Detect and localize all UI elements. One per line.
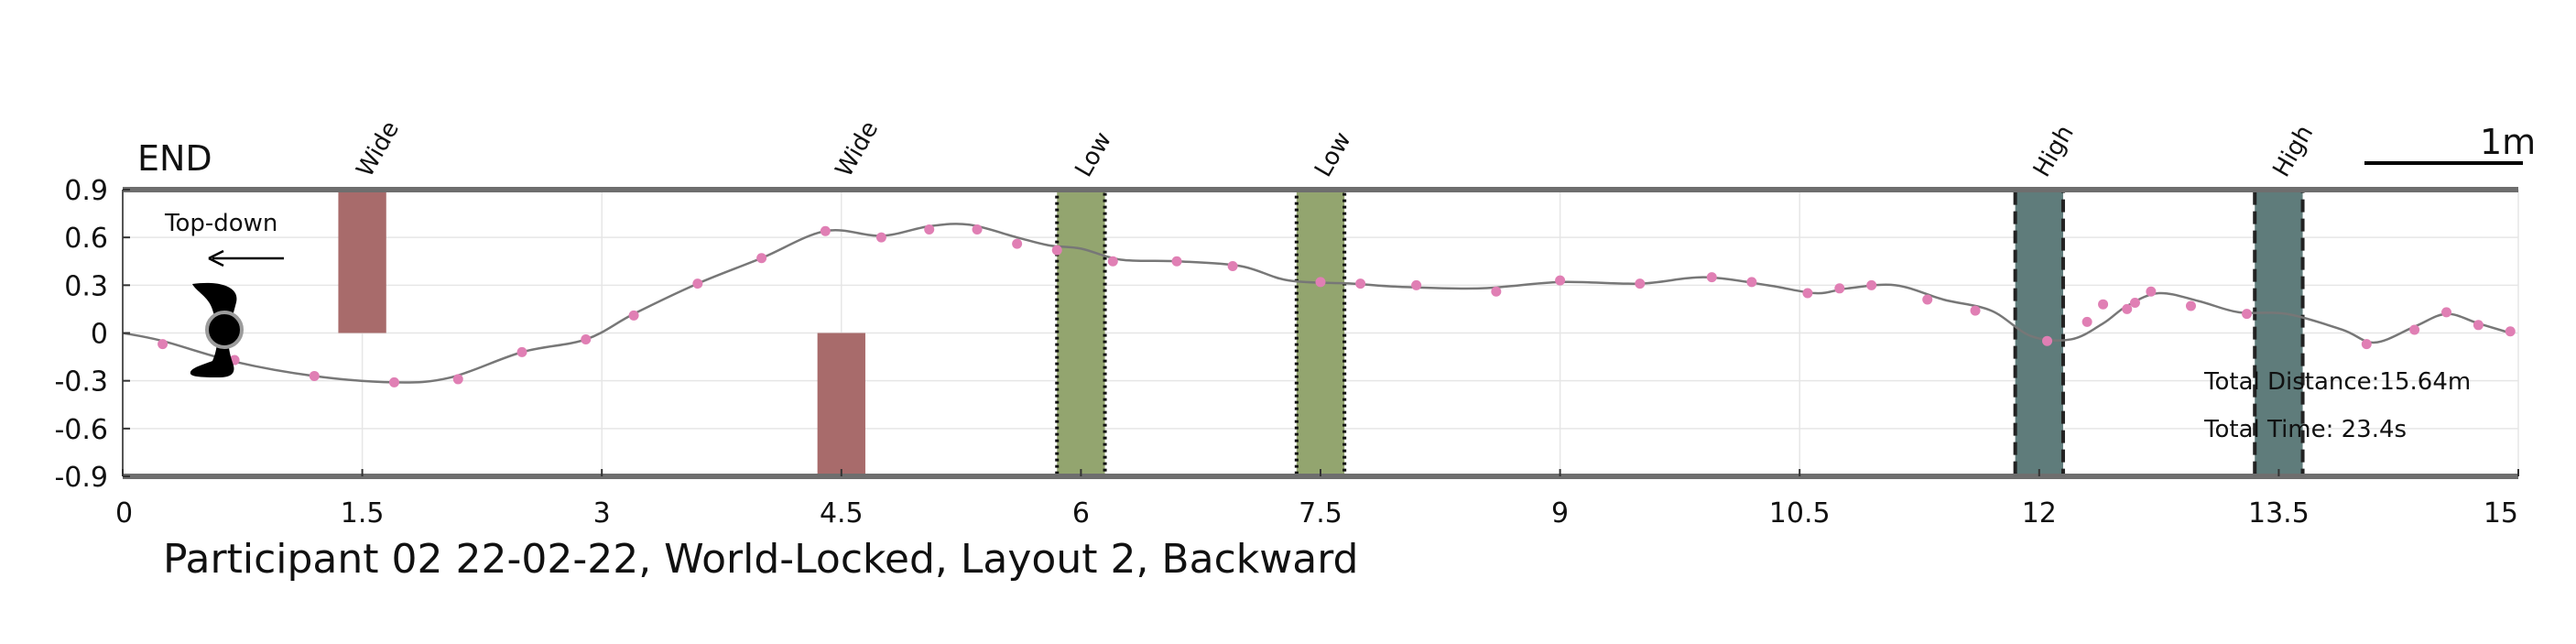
path-marker: [1555, 275, 1566, 286]
top-down-label: Top-down: [164, 210, 277, 237]
path-marker: [388, 377, 399, 387]
x-tick-label: 12: [2022, 497, 2057, 529]
obstacle-labels: Wide Wide Low Low High High: [352, 116, 2320, 181]
x-tick-label: 6: [1072, 497, 1090, 529]
top-down-indicator: Top-down: [164, 210, 284, 377]
path-line: [122, 223, 2511, 384]
obstacle-low: [1055, 188, 1107, 478]
path-marker: [2505, 326, 2516, 337]
y-tick-label: 0: [91, 319, 108, 351]
path-marker: [309, 370, 320, 381]
x-tick-label: 13.5: [2248, 497, 2310, 529]
path-marker: [1834, 283, 1845, 294]
path-marker: [924, 224, 935, 235]
path-marker: [1315, 277, 1326, 288]
obstacle-wide: [817, 333, 865, 476]
path-marker: [756, 253, 767, 264]
path-marker: [516, 346, 527, 357]
path-marker: [1706, 272, 1717, 283]
y-tick-label: -0.6: [54, 414, 108, 446]
path-marker: [1802, 288, 1813, 299]
x-tick-label: 4.5: [820, 497, 864, 529]
obstacle-high: [2253, 188, 2305, 478]
y-tick-label: -0.3: [54, 366, 108, 398]
path-marker: [2473, 320, 2484, 331]
x-tick-label: 3: [593, 497, 611, 529]
scale-bar: 1m: [2364, 122, 2536, 165]
path-marker: [2409, 324, 2420, 335]
path-marker: [1171, 256, 1182, 267]
obstacle-label-low: Low: [1070, 127, 1117, 181]
path-marker: [452, 374, 463, 385]
direction-arrow-head: [208, 249, 224, 267]
obstacle-label-wide: Wide: [352, 116, 405, 181]
obstacle-high: [2013, 188, 2065, 478]
path-marker: [2441, 307, 2452, 318]
path-marker: [581, 333, 592, 344]
path-marker: [820, 225, 831, 236]
path-marker: [972, 224, 983, 235]
axes: 0 1.5 3 4.5 6 7.5 9 10.5 12 13.5 15 0.9 0.6 0.3 0 -0.3 -…: [54, 175, 2519, 529]
path-marker: [2129, 297, 2140, 308]
obstacle-label-wide: Wide: [831, 116, 884, 181]
path-marker: [2098, 299, 2109, 310]
path-marker: [1491, 286, 1502, 297]
path-marker: [2042, 335, 2053, 346]
walking-path: [122, 223, 2516, 387]
path-marker: [1635, 278, 1646, 289]
x-tick-label: 7.5: [1299, 497, 1342, 529]
path-marker: [1355, 278, 1366, 289]
path-marker: [1051, 245, 1062, 256]
x-tick-label: 0: [115, 497, 133, 529]
path-marker: [1922, 294, 1933, 305]
path-marker: [1012, 238, 1023, 249]
path-marker: [875, 232, 886, 243]
path-marker: [2185, 300, 2196, 311]
y-tick-label: 0.3: [64, 270, 108, 302]
chart-title: Participant 02 22-02-22, World-Locked, L…: [163, 536, 1358, 583]
path-marker: [1411, 279, 1422, 290]
x-tick-label: 9: [1551, 497, 1569, 529]
y-tick-label: 0.9: [64, 175, 108, 207]
obstacle-low: [1294, 188, 1347, 478]
obstacle-label-high: High: [2028, 121, 2080, 182]
y-tick-label: -0.9: [54, 462, 108, 494]
path-marker: [2361, 339, 2372, 350]
obstacle-label-high: High: [2267, 121, 2319, 182]
x-tick-label: 1.5: [341, 497, 385, 529]
x-tick-label: 10.5: [1769, 497, 1831, 529]
total-time: Total Time: 23.4s: [2203, 416, 2407, 443]
total-distance: Total Distance:15.64m: [2203, 368, 2471, 396]
path-marker: [2146, 286, 2157, 297]
path-marker: [628, 310, 639, 321]
path-marker: [2081, 316, 2092, 327]
walker-head-icon: [205, 311, 244, 349]
obstacles: [338, 188, 2305, 478]
path-marker: [1107, 256, 1118, 267]
path-marker: [1866, 279, 1877, 290]
path-marker: [692, 278, 703, 289]
x-tick-label: 15: [2484, 497, 2518, 529]
obstacle-label-low: Low: [1310, 127, 1357, 181]
path-marker: [2242, 309, 2253, 320]
path-marker: [158, 339, 168, 350]
path-marker: [1746, 277, 1757, 288]
path-marker: [1227, 260, 1238, 271]
obstacle-wide: [338, 190, 386, 333]
walker-body-icon: [190, 282, 237, 377]
end-label: END: [137, 138, 212, 179]
path-marker: [2122, 303, 2133, 314]
path-marker: [1970, 305, 1981, 316]
y-tick-label: 0.6: [64, 223, 108, 255]
scale-bar-label: 1m: [2480, 122, 2536, 162]
